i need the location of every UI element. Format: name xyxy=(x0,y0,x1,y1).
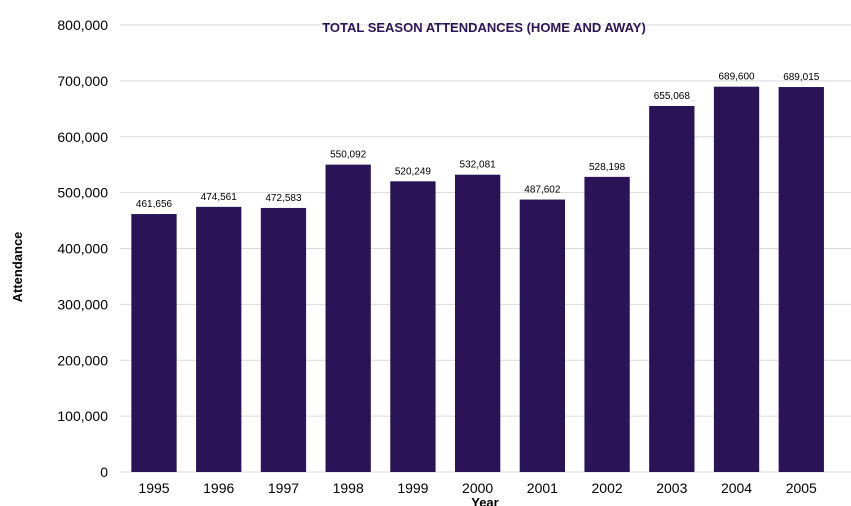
x-tick-label: 1995 xyxy=(138,480,169,496)
y-tick-label: 800,000 xyxy=(57,17,108,33)
data-label-1996: 474,561 xyxy=(201,192,238,203)
data-label-1997: 472,583 xyxy=(265,193,302,204)
y-axis-label: Attendance xyxy=(10,232,25,303)
y-tick-label: 400,000 xyxy=(57,241,108,257)
bar-1999 xyxy=(390,181,436,473)
x-tick-label: 2005 xyxy=(786,480,817,496)
data-label-2001: 487,602 xyxy=(524,185,561,196)
y-tick-label: 200,000 xyxy=(57,352,108,368)
x-tick-label: 1997 xyxy=(268,480,299,496)
data-label-2003: 655,068 xyxy=(654,91,691,102)
y-axis-ticks: 0 100,000 200,000 300,000 400,000 500,000 600,… xyxy=(57,17,108,480)
bar-2000 xyxy=(454,174,501,472)
y-tick-label: 300,000 xyxy=(57,296,108,312)
x-tick-label: 2003 xyxy=(656,480,687,496)
x-tick-label: 1999 xyxy=(397,480,428,496)
bar-2001 xyxy=(519,199,566,473)
data-label-2000: 532,081 xyxy=(460,160,497,171)
x-axis-label: Year xyxy=(471,495,498,506)
x-tick-label: 1998 xyxy=(333,480,364,496)
x-tick-label: 2002 xyxy=(592,480,623,496)
chart-title: TOTAL SEASON ATTENDANCES (HOME AND AWAY) xyxy=(322,20,646,35)
data-label-1999: 520,249 xyxy=(395,166,432,177)
x-axis-ticks: 1995 1996 1997 1998 1999 2000 2001 2002 2003 2004… xyxy=(138,480,817,496)
x-tick-label: 2004 xyxy=(721,480,752,496)
y-tick-label: 700,000 xyxy=(57,73,108,89)
y-tick-label: 500,000 xyxy=(57,185,108,201)
x-tick-label: 2001 xyxy=(527,480,558,496)
bar-2005 xyxy=(778,87,824,472)
bar-1995 xyxy=(131,214,177,472)
data-label-1998: 550,092 xyxy=(330,150,367,161)
bar-1997 xyxy=(260,207,307,472)
bar-1996 xyxy=(196,206,242,472)
bar-2003 xyxy=(649,105,695,472)
data-label-2004: 689,600 xyxy=(718,72,755,83)
data-label-2002: 528,198 xyxy=(589,162,626,173)
bars xyxy=(131,86,824,473)
data-label-2005: 689,015 xyxy=(783,72,820,83)
bar-2004 xyxy=(713,86,760,472)
y-tick-label: 600,000 xyxy=(57,129,108,145)
bar-1998 xyxy=(325,164,371,472)
bar-2002 xyxy=(584,176,630,472)
x-tick-label: 1996 xyxy=(203,480,234,496)
data-label-1995: 461,656 xyxy=(136,199,173,210)
y-tick-label: 100,000 xyxy=(57,408,108,424)
x-tick-label: 2000 xyxy=(462,480,493,496)
data-labels: 461,656 474,561 472,583 550,092 520,249 532,0… xyxy=(136,72,820,210)
y-tick-label: 0 xyxy=(100,464,108,480)
